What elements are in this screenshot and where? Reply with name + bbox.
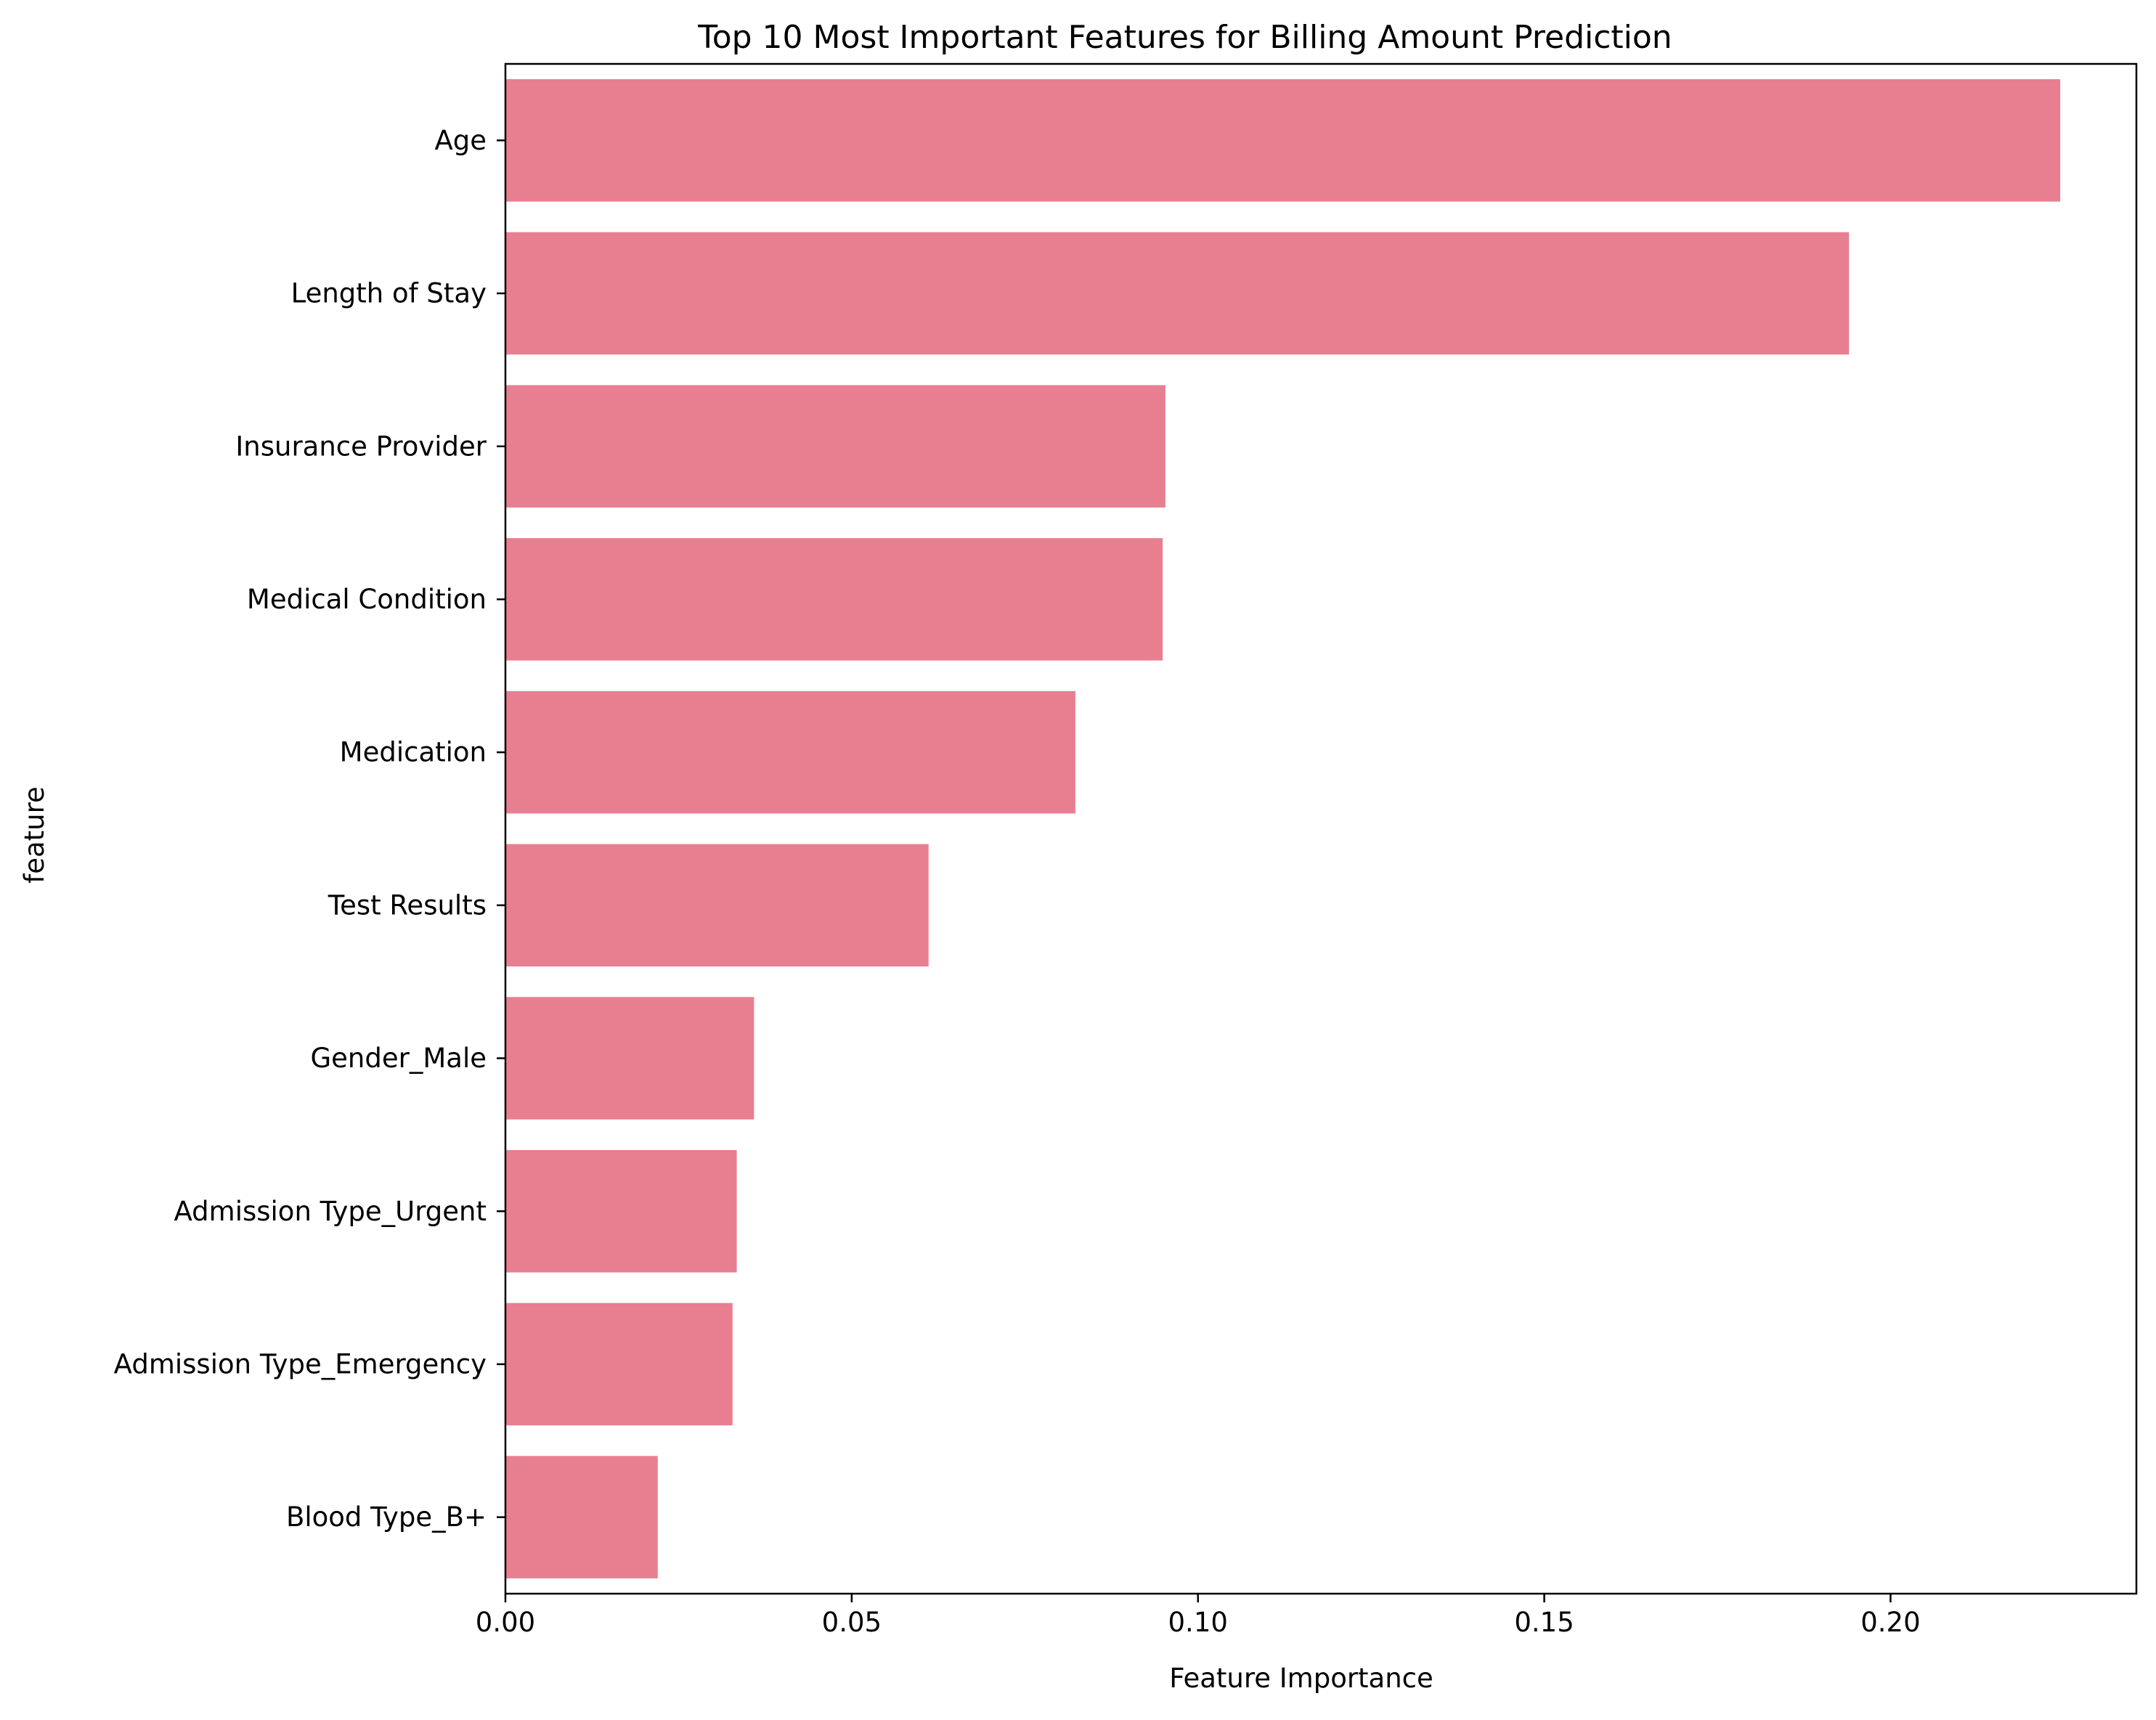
axes-frame xyxy=(504,62,2138,1595)
bar-medication xyxy=(505,690,1075,814)
x-tick-label: 0.10 xyxy=(1168,1607,1228,1638)
y-tick-label: Insurance Provider xyxy=(235,431,487,462)
y-tick-label: Length of Stay xyxy=(291,278,487,309)
x-tick-label: 0.20 xyxy=(1860,1607,1920,1638)
y-tick-label: Test Results xyxy=(328,889,487,921)
bar-admission-type-emergency xyxy=(505,1303,733,1426)
y-tick-label: Medication xyxy=(340,737,487,768)
y-axis-label: feature xyxy=(19,786,50,884)
y-tick-label: Blood Type_B+ xyxy=(286,1501,487,1533)
x-tick-group: 0.00 0.05 0.10 0.15 0.20 xyxy=(476,1594,1921,1638)
y-tick-group: Age Length of Stay Insurance Provider Medic… xyxy=(114,125,505,1533)
bar-admission-type-urgent xyxy=(505,1149,737,1273)
x-tick-label: 0.00 xyxy=(476,1607,535,1638)
bar-test-results xyxy=(505,844,929,967)
bar-blood-type-b xyxy=(505,1456,658,1578)
x-axis-label: Feature Importance xyxy=(1169,1663,1433,1694)
bars-group xyxy=(505,79,2061,1578)
x-tick-label: 0.15 xyxy=(1514,1607,1574,1638)
chart-title: Top 10 Most Important Features for Billi… xyxy=(697,19,1672,56)
bar-age xyxy=(505,79,2061,202)
x-tick-label: 0.05 xyxy=(822,1607,882,1638)
bar-length-of-stay xyxy=(505,232,1850,355)
y-tick-label: Gender_Male xyxy=(311,1043,487,1074)
bar-medical-condition xyxy=(505,538,1163,661)
y-tick-label: Medical Condition xyxy=(247,584,487,615)
y-tick-label: Age xyxy=(434,125,487,156)
y-tick-label: Admission Type_Urgent xyxy=(174,1196,487,1227)
bar-gender-male xyxy=(505,997,754,1120)
y-tick-label: Admission Type_Emergency xyxy=(114,1348,487,1379)
bar-insurance-provider xyxy=(505,385,1166,508)
